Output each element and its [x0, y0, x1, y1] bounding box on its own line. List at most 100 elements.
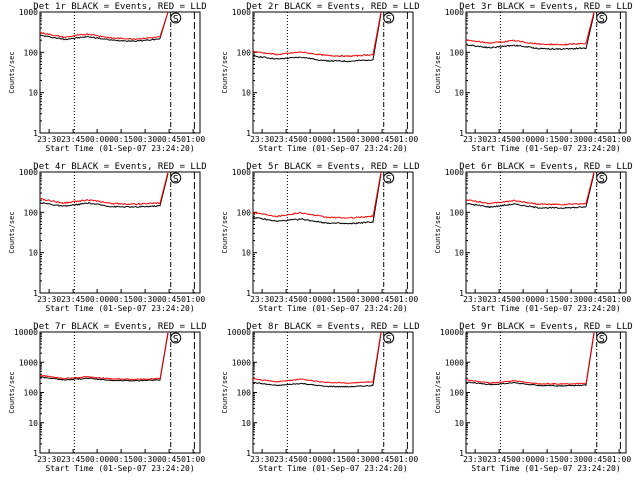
- y-tick-label: 100: [450, 389, 465, 398]
- y-tick-label: 10: [454, 89, 464, 98]
- x-tick-label: 00:00: [511, 455, 535, 464]
- events-series-line: [465, 173, 595, 210]
- lld-series-line: [465, 171, 595, 206]
- y-tick-label: 1: [33, 449, 38, 458]
- x-tick-label: 23:45: [487, 295, 511, 304]
- plot-frame: [39, 331, 201, 454]
- x-tick-label: 01:00: [607, 455, 631, 464]
- y-axis-label: Counts/sec: [8, 211, 16, 253]
- x-tick-label: 23:45: [61, 135, 85, 144]
- y-tick-label: 100: [24, 48, 39, 57]
- x-tick-label: 00:00: [85, 295, 109, 304]
- detector-panel: Det 4r BLACK = Events, RED = LLD 1 10 100 10…: [8, 162, 207, 313]
- x-tick-label: 00:45: [157, 295, 181, 304]
- lld-series-line: [252, 11, 382, 58]
- y-tick-label: 10: [454, 249, 464, 258]
- events-series-line: [465, 333, 595, 387]
- x-tick-label: 00:00: [298, 455, 322, 464]
- y-tick-label: 1: [246, 449, 251, 458]
- marker-circle: [596, 172, 608, 184]
- y-tick-label: 10: [241, 419, 251, 428]
- y-tick-label: 1: [459, 449, 464, 458]
- x-tick-label: 23:30: [250, 455, 274, 464]
- x-tick-label: 23:45: [274, 455, 298, 464]
- x-tick-label: 00:15: [109, 295, 133, 304]
- y-tick-label: 1000: [445, 358, 464, 367]
- detector-panel: Det 9r BLACK = Events, RED = LLD 1 10 100 10…: [434, 322, 633, 473]
- x-tick-label: 00:00: [511, 295, 535, 304]
- x-tick-label: 01:00: [181, 455, 205, 464]
- marker-label: S: [173, 14, 179, 25]
- y-tick-label: 1000: [19, 168, 38, 177]
- y-tick-label: 1000: [232, 168, 251, 177]
- x-axis-label: Start Time (01-Sep-07 23:24:20): [45, 464, 194, 473]
- x-tick-label: 23:30: [37, 455, 61, 464]
- y-tick-label: 100: [237, 389, 252, 398]
- marker-circle: [170, 332, 182, 344]
- x-tick-label: 23:45: [487, 455, 511, 464]
- lld-series-line: [252, 171, 382, 219]
- y-tick-label: 1: [33, 129, 38, 138]
- panel-title: Det 7r BLACK = Events, RED = LLD: [33, 322, 206, 332]
- y-axis-label: Counts/sec: [221, 51, 229, 93]
- y-tick-label: 1000: [232, 8, 251, 17]
- y-tick-label: 1: [459, 289, 464, 298]
- detector-panel: Det 7r BLACK = Events, RED = LLD 1 10 100 10…: [8, 322, 207, 473]
- x-tick-label: 01:00: [394, 295, 418, 304]
- plot-frame: [39, 11, 201, 134]
- y-axis-label: Counts/sec: [8, 51, 16, 93]
- x-axis-label: Start Time (01-Sep-07 23:24:20): [471, 304, 620, 313]
- x-axis-label: Start Time (01-Sep-07 23:24:20): [258, 464, 407, 473]
- x-tick-label: 00:30: [133, 135, 157, 144]
- events-series-line: [252, 173, 382, 225]
- marker-label: S: [599, 334, 605, 345]
- x-tick-label: 00:30: [559, 455, 583, 464]
- x-axis-label: Start Time (01-Sep-07 23:24:20): [45, 144, 194, 153]
- x-tick-label: 00:30: [559, 295, 583, 304]
- detector-panel: Det 3r BLACK = Events, RED = LLD 1 10 100 10…: [434, 2, 633, 153]
- y-axis-label: Counts/sec: [8, 371, 16, 413]
- marker-label: S: [386, 174, 392, 185]
- y-tick-label: 10000: [14, 328, 38, 337]
- lld-series-line: [466, 331, 595, 386]
- plot-frame: [252, 11, 414, 134]
- x-tick-label: 00:30: [346, 455, 370, 464]
- x-tick-label: 00:45: [583, 455, 607, 464]
- y-tick-label: 10: [28, 419, 38, 428]
- plot-frame: [465, 171, 627, 294]
- y-axis-label: Counts/sec: [434, 211, 442, 253]
- y-axis-label: Counts/sec: [221, 211, 229, 253]
- panel-title: Det 2r BLACK = Events, RED = LLD: [246, 2, 419, 12]
- x-tick-label: 00:15: [109, 455, 133, 464]
- panel-title: Det 1r BLACK = Events, RED = LLD: [33, 2, 206, 12]
- marker-label: S: [599, 174, 605, 185]
- x-axis-label: Start Time (01-Sep-07 23:24:20): [471, 144, 620, 153]
- y-tick-label: 10: [28, 249, 38, 258]
- x-tick-label: 00:45: [157, 455, 181, 464]
- x-tick-label: 01:00: [607, 295, 631, 304]
- events-series-line: [39, 173, 169, 209]
- y-axis-label: Counts/sec: [434, 51, 442, 93]
- y-tick-label: 100: [450, 48, 465, 57]
- panel-title: Det 3r BLACK = Events, RED = LLD: [459, 2, 632, 12]
- panel-title: Det 4r BLACK = Events, RED = LLD: [33, 162, 206, 172]
- y-tick-label: 1000: [19, 8, 38, 17]
- marker-circle: [596, 12, 608, 24]
- x-tick-label: 00:00: [85, 135, 109, 144]
- x-tick-label: 23:45: [61, 455, 85, 464]
- marker-label: S: [386, 14, 392, 25]
- detector-panel: Det 1r BLACK = Events, RED = LLD 1 10 100 10…: [8, 2, 207, 153]
- marker-circle: [383, 172, 395, 184]
- detector-panel: Det 8r BLACK = Events, RED = LLD 1 10 100 10…: [221, 322, 420, 473]
- x-tick-label: 00:45: [157, 135, 181, 144]
- marker-label: S: [599, 14, 605, 25]
- x-axis-label: Start Time (01-Sep-07 23:24:20): [471, 464, 620, 473]
- y-tick-label: 100: [24, 208, 39, 217]
- x-tick-label: 00:30: [346, 295, 370, 304]
- y-tick-label: 100: [237, 48, 252, 57]
- x-tick-label: 00:15: [109, 135, 133, 144]
- x-tick-label: 23:30: [463, 295, 487, 304]
- plot-frame: [252, 171, 414, 294]
- x-tick-label: 23:45: [274, 135, 298, 144]
